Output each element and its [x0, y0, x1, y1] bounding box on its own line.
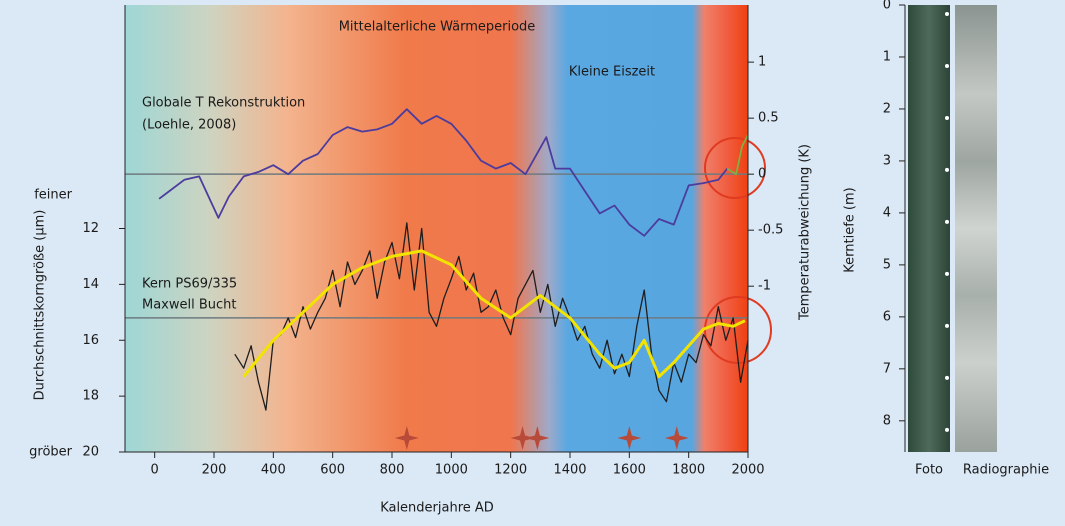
event-star [617, 426, 642, 450]
y-tick-label: 4 [883, 205, 891, 220]
y-tick-label: 3 [883, 153, 891, 168]
core-marker [945, 375, 949, 380]
x-axis-label: Kalenderjahre AD [380, 501, 494, 516]
y-end-label: gröber [29, 445, 73, 460]
x-tick-label: 1200 [494, 463, 527, 478]
core-marker [945, 427, 949, 432]
core-marker [945, 63, 949, 68]
event-star [394, 426, 419, 450]
highlight-circle [704, 137, 766, 199]
core-marker [945, 323, 949, 328]
x-tick-label: 200 [202, 463, 227, 478]
data-line [158, 108, 728, 237]
y-tick-label: 14 [82, 277, 99, 292]
core-marker [945, 12, 949, 16]
annotation: Kern PS69/335 [142, 277, 237, 292]
annotation: Kleine Eiszeit [569, 65, 655, 80]
y-axis-label: Kerntiefe (m) [843, 187, 858, 272]
data-line [242, 249, 746, 379]
y-tick-label: 1 [883, 49, 891, 64]
event-star [525, 426, 550, 450]
y2-tick-label: -1 [758, 279, 771, 294]
y-tick-label: 16 [82, 333, 99, 348]
event-star [510, 426, 535, 450]
x-tick-label: 2000 [731, 463, 764, 478]
annotation: Globale T Rekonstruktion [142, 96, 305, 111]
core-marker [945, 271, 949, 276]
x-tick-label: Radiographie [963, 463, 1049, 478]
y-end-label: feiner [34, 188, 72, 203]
x-tick-label: 1800 [672, 463, 705, 478]
y-tick-label: 8 [883, 413, 891, 428]
y-tick-label: 0 [883, 0, 891, 13]
y-axis-label: Durchschnittskorngröße (µm) [33, 210, 48, 401]
data-line [726, 134, 749, 176]
y-tick-label: 7 [883, 361, 891, 376]
x-tick-label: 400 [261, 463, 286, 478]
y2-tick-label: 0 [758, 167, 766, 182]
x-tick-label: 1600 [613, 463, 646, 478]
y-tick-label: 12 [82, 221, 99, 236]
y2-tick-label: -0.5 [758, 223, 783, 238]
core-marker [945, 115, 949, 120]
data-line [234, 222, 749, 411]
x-tick-label: 1400 [553, 463, 586, 478]
x-tick-label: Foto [915, 463, 943, 478]
core-marker [945, 219, 949, 224]
y-tick-label: 6 [883, 309, 891, 324]
core-photo [908, 5, 950, 452]
y-tick-label: 2 [883, 101, 891, 116]
y-tick-label: 5 [883, 257, 891, 272]
core-radiograph [955, 5, 997, 452]
x-tick-label: 0 [151, 463, 159, 478]
y2-axis-label: Temperaturabweichung (K) [798, 144, 813, 321]
event-star [664, 426, 689, 450]
y-tick-label: 18 [82, 389, 99, 404]
annotation: Mittelalterliche Wärmeperiode [339, 20, 536, 35]
core-marker [945, 167, 949, 172]
x-tick-label: 800 [380, 463, 405, 478]
y2-tick-label: 0.5 [758, 111, 779, 126]
annotation: Maxwell Bucht [142, 298, 237, 313]
x-tick-label: 1000 [435, 463, 468, 478]
annotation: (Loehle, 2008) [142, 118, 236, 133]
y-tick-label: 20 [82, 445, 99, 460]
x-tick-label: 600 [320, 463, 345, 478]
plot-background [125, 5, 748, 452]
y2-tick-label: 1 [758, 55, 766, 70]
